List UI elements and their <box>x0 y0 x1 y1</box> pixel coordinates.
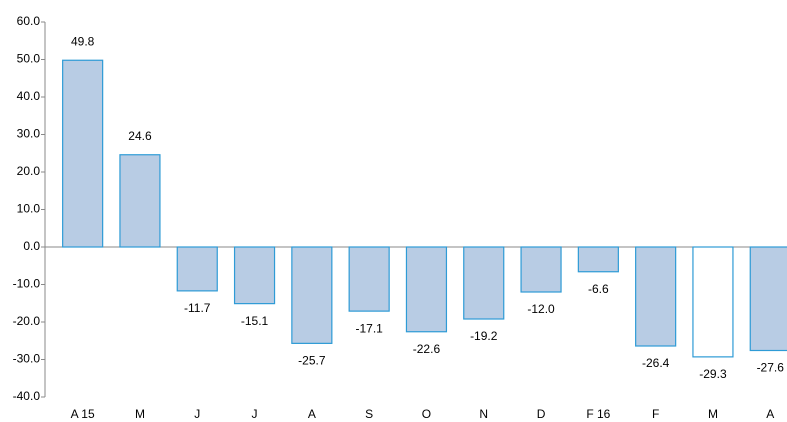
y-tick-label: 40.0 <box>17 89 41 103</box>
y-tick-label: -10.0 <box>13 277 41 291</box>
data-label: -15.1 <box>241 314 269 328</box>
x-tick-label: M <box>708 407 718 421</box>
data-label: -22.6 <box>413 342 441 356</box>
y-tick-label: -40.0 <box>13 389 41 403</box>
data-label: -19.2 <box>470 329 498 343</box>
data-label: -25.7 <box>298 354 326 368</box>
bar <box>577 246 619 273</box>
x-tick-label: M <box>135 407 145 421</box>
x-tick-label: A <box>766 407 774 421</box>
y-tick-label: 10.0 <box>17 202 41 216</box>
x-tick-label: F 16 <box>586 407 610 421</box>
x-tick-label: J <box>252 407 258 421</box>
bar <box>692 246 734 358</box>
data-label: -17.1 <box>355 321 383 335</box>
x-tick-label: A 15 <box>71 407 95 421</box>
x-tick-label: D <box>537 407 546 421</box>
bar <box>520 246 562 293</box>
x-tick-label: N <box>479 407 488 421</box>
y-tick-label: 0.0 <box>23 239 40 253</box>
data-label: -27.6 <box>757 361 785 375</box>
bar <box>62 59 104 248</box>
bar <box>233 246 276 305</box>
y-tick-label: 20.0 <box>17 164 41 178</box>
bar <box>635 246 677 347</box>
data-label: -29.3 <box>699 367 727 381</box>
bar <box>463 246 505 320</box>
data-label: 49.8 <box>71 34 95 48</box>
bar <box>405 246 448 333</box>
y-tick-label: -20.0 <box>13 314 41 328</box>
x-tick-label: A <box>308 407 316 421</box>
x-tick-label: S <box>365 407 373 421</box>
bar <box>176 246 218 292</box>
data-label: -12.0 <box>527 302 555 316</box>
data-label: -6.6 <box>588 282 609 296</box>
y-tick-label: 50.0 <box>17 52 41 66</box>
x-tick-label: O <box>422 407 431 421</box>
y-tick-label: -30.0 <box>13 352 41 366</box>
data-label: -11.7 <box>184 301 211 315</box>
bar <box>348 246 390 312</box>
bar <box>749 246 787 352</box>
x-tick-label: F <box>652 407 659 421</box>
data-label: 24.6 <box>128 129 152 143</box>
y-tick-label: 60.0 <box>17 14 41 28</box>
x-tick-label: J <box>194 407 200 421</box>
bar <box>119 154 161 248</box>
y-tick-label: 30.0 <box>17 127 41 141</box>
data-label: -26.4 <box>642 356 670 370</box>
bar <box>291 246 333 344</box>
